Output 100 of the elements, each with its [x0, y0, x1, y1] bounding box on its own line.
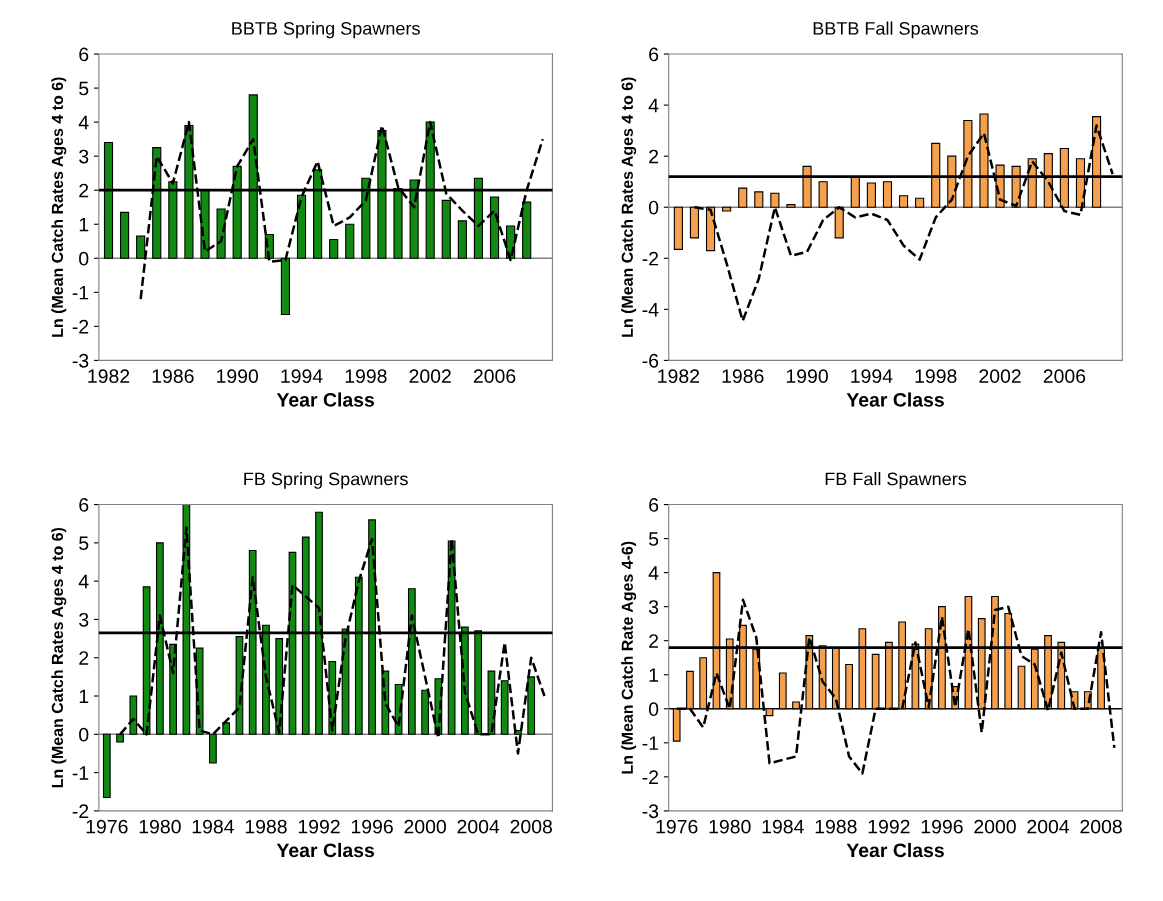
x-tick-label: 2000	[974, 819, 1016, 834]
y-tick-label: -6	[642, 353, 659, 368]
x-tick-label: 1982	[658, 369, 700, 384]
x-tick-label: 1996	[921, 819, 963, 834]
y-tick-label: -2	[642, 251, 659, 266]
y-tick-label: 2	[649, 634, 659, 648]
x-axis-title: Year Class	[846, 842, 944, 858]
x-tick-label: 1992	[298, 819, 340, 834]
y-tick-label: 2	[649, 149, 659, 164]
y-tick-label: 1	[79, 689, 89, 704]
y-tick-label: 6	[649, 47, 659, 62]
y-tick-label: -3	[72, 353, 89, 368]
x-tick-label: 1982	[88, 369, 130, 384]
x-tick-label: 1986	[722, 369, 764, 384]
y-tick-label: 6	[79, 47, 89, 62]
x-tick-label: 2004	[457, 819, 500, 834]
y-tick-label: -4	[642, 303, 659, 317]
y-tick-label: -2	[72, 804, 89, 818]
y-tick-label: -1	[72, 766, 89, 780]
y-tick-label: 5	[79, 81, 89, 96]
y-tick-label: 3	[79, 149, 89, 164]
bar	[296, 194, 307, 259]
y-tick-label: 0	[648, 702, 659, 717]
chart-title: BBTB Fall Spawners	[813, 21, 979, 39]
x-tick-label: 1998	[345, 369, 387, 384]
bar	[915, 197, 925, 208]
x-tick-label: 1990	[786, 369, 828, 384]
chart-title: BBTB Spring Spawners	[232, 21, 420, 39]
bar	[818, 181, 828, 208]
bar	[441, 199, 451, 259]
bar	[222, 722, 231, 735]
y-axis-title: Ln (Mean Catch Rates Ages 4 to 6)	[621, 77, 637, 337]
bar	[329, 239, 339, 259]
x-tick-label: 1988	[245, 819, 287, 834]
y-tick-label: -2	[642, 770, 659, 784]
x-axis-title: Year Class	[276, 392, 375, 407]
y-axis-title: Ln (Mean Catch Rate Ages 4-6)	[621, 541, 637, 774]
y-tick-label: 0	[648, 200, 659, 215]
x-tick-label: 1976	[86, 819, 128, 834]
chart-title: FB Fall Spawners	[825, 472, 967, 489]
x-tick-label: 1994	[281, 369, 323, 384]
bar	[120, 211, 130, 259]
bar	[421, 689, 429, 735]
y-tick-label: 4	[648, 566, 659, 580]
x-tick-label: 2008	[510, 819, 552, 834]
y-tick-label: 0	[79, 251, 89, 266]
x-tick-label: 1996	[351, 819, 393, 834]
x-tick-label: 2006	[473, 369, 516, 384]
y-tick-label: -3	[642, 804, 659, 819]
x-tick-label: 1988	[815, 819, 857, 834]
bar	[770, 192, 780, 208]
x-tick-label: 1984	[762, 819, 804, 834]
bar	[722, 206, 732, 212]
x-tick-label: 1980	[709, 819, 751, 834]
x-tick-label: 1984	[192, 819, 234, 834]
x-tick-label: 2006	[1043, 369, 1086, 384]
y-tick-label: 5	[648, 532, 659, 546]
x-tick-label: 1998	[915, 369, 957, 384]
y-tick-label: 2	[79, 183, 89, 198]
bar	[522, 201, 532, 259]
x-tick-label: 1980	[139, 819, 181, 834]
y-tick-label: -2	[72, 319, 89, 334]
bar	[487, 670, 496, 735]
bar	[673, 206, 683, 250]
y-axis-title: Ln (Mean Catch Rates Ages 4 to 6)	[51, 77, 67, 337]
y-tick-label: 5	[79, 536, 89, 551]
bar	[489, 196, 500, 259]
y-tick-label: 6	[79, 498, 89, 512]
y-tick-label: 6	[649, 498, 659, 512]
x-tick-label: 2000	[404, 819, 446, 834]
bar	[129, 695, 138, 735]
x-axis-title: Year Class	[276, 842, 375, 858]
y-tick-label: 1	[79, 217, 89, 232]
x-tick-label: 1992	[868, 819, 910, 834]
bar	[754, 191, 764, 208]
chart-title: FB Spring Spawners	[244, 472, 408, 489]
x-tick-label: 1976	[656, 819, 698, 834]
x-axis-title: Year Class	[846, 392, 944, 407]
bar	[786, 204, 796, 208]
x-tick-label: 1986	[152, 369, 194, 384]
y-tick-label: 4	[78, 574, 89, 589]
bar	[738, 187, 748, 208]
y-axis-title: Ln (Mean Catch Rates Ages 4 to 6)	[51, 527, 67, 788]
y-tick-label: 2	[79, 651, 89, 665]
y-tick-label: 3	[79, 612, 89, 627]
bar	[345, 223, 355, 259]
bar	[527, 676, 536, 735]
x-tick-label: 2004	[1027, 819, 1070, 834]
x-tick-label: 2002	[979, 369, 1021, 384]
bar	[235, 636, 244, 735]
bar	[500, 680, 509, 735]
bar	[898, 195, 909, 208]
x-tick-label: 1994	[851, 369, 893, 384]
bar	[866, 182, 876, 208]
y-tick-label: 1	[649, 668, 659, 682]
x-tick-label: 1990	[217, 369, 259, 384]
y-tick-label: 0	[79, 727, 89, 742]
x-tick-label: 2008	[1080, 819, 1122, 834]
bar	[457, 220, 467, 259]
y-tick-label: -1	[72, 285, 89, 300]
